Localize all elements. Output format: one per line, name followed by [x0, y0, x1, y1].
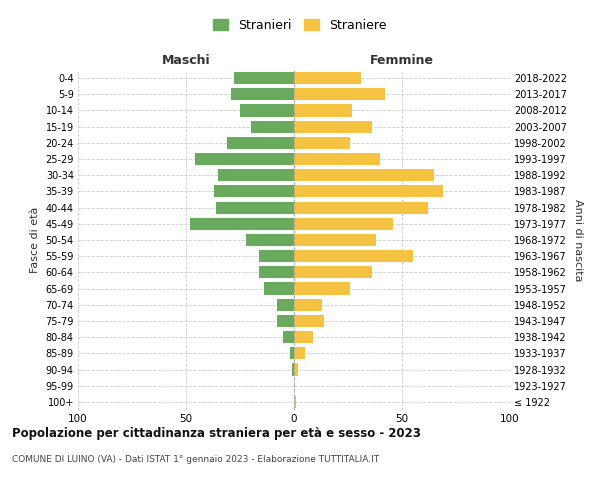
Text: Maschi: Maschi: [161, 54, 211, 66]
Bar: [294, 298, 322, 311]
Bar: [194, 153, 294, 165]
Bar: [277, 315, 294, 327]
Legend: Stranieri, Straniere: Stranieri, Straniere: [208, 14, 392, 37]
Bar: [294, 364, 298, 376]
Bar: [277, 298, 294, 311]
Bar: [294, 266, 372, 278]
Bar: [264, 282, 294, 294]
Bar: [218, 169, 294, 181]
Bar: [214, 186, 294, 198]
Bar: [294, 169, 434, 181]
Bar: [294, 72, 361, 84]
Bar: [294, 153, 380, 165]
Bar: [290, 348, 294, 360]
Bar: [259, 250, 294, 262]
Text: Popolazione per cittadinanza straniera per età e sesso - 2023: Popolazione per cittadinanza straniera p…: [12, 428, 421, 440]
Bar: [259, 266, 294, 278]
Bar: [233, 72, 294, 84]
Y-axis label: Anni di nascita: Anni di nascita: [573, 198, 583, 281]
Bar: [227, 137, 294, 149]
Bar: [294, 315, 324, 327]
Bar: [294, 250, 413, 262]
Bar: [292, 364, 294, 376]
Bar: [294, 348, 305, 360]
Bar: [294, 120, 372, 132]
Bar: [216, 202, 294, 213]
Text: COMUNE DI LUINO (VA) - Dati ISTAT 1° gennaio 2023 - Elaborazione TUTTITALIA.IT: COMUNE DI LUINO (VA) - Dati ISTAT 1° gen…: [12, 455, 379, 464]
Bar: [294, 137, 350, 149]
Bar: [294, 218, 394, 230]
Bar: [294, 396, 296, 408]
Bar: [247, 234, 294, 246]
Bar: [190, 218, 294, 230]
Bar: [240, 104, 294, 117]
Bar: [283, 331, 294, 343]
Bar: [294, 234, 376, 246]
Bar: [294, 186, 443, 198]
Bar: [232, 88, 294, 101]
Text: Femmine: Femmine: [370, 54, 434, 66]
Y-axis label: Fasce di età: Fasce di età: [30, 207, 40, 273]
Bar: [251, 120, 294, 132]
Bar: [294, 104, 352, 117]
Bar: [294, 331, 313, 343]
Bar: [294, 88, 385, 101]
Bar: [294, 282, 350, 294]
Bar: [294, 202, 428, 213]
